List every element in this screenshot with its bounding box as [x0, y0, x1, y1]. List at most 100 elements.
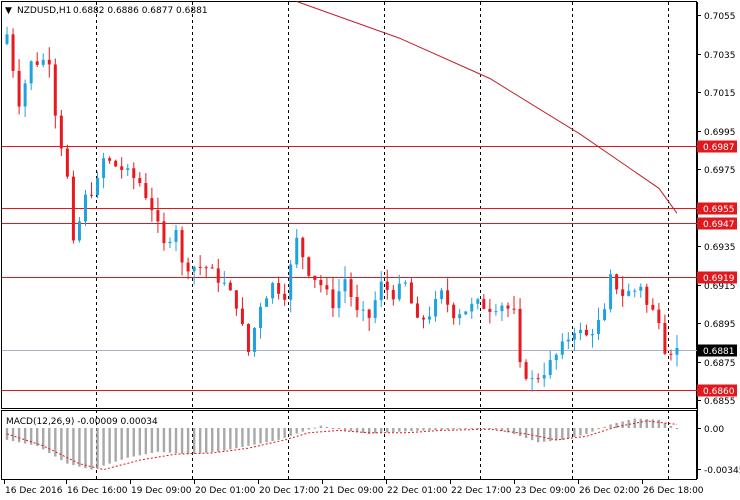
macd-histogram-bar: [313, 427, 317, 429]
macd-histogram-bar: [241, 428, 244, 448]
candle-body: [5, 34, 9, 44]
candle-body: [464, 311, 468, 315]
candle-body: [373, 300, 377, 318]
level-tag-label: 0.6947: [703, 220, 735, 230]
level-tag-label: 0.6955: [703, 205, 735, 215]
candle-body: [120, 166, 124, 171]
candle-body: [415, 303, 419, 318]
time-tick-label: 21 Dec 09:00: [323, 486, 384, 496]
level-tag: [697, 384, 737, 397]
macd-histogram-bar: [573, 428, 576, 437]
candle-body: [421, 317, 425, 320]
macd-histogram-bar: [253, 428, 256, 445]
moving-average-line: [296, 1, 678, 214]
macd-histogram-bar: [289, 428, 292, 436]
macd-histogram-bar: [434, 428, 437, 431]
candle-body: [542, 375, 546, 379]
macd-histogram-bar: [663, 422, 667, 428]
candle-body: [192, 266, 196, 272]
price-tick-label: 0.6855: [704, 397, 736, 407]
candle-body: [41, 59, 45, 65]
macd-histogram-bar: [277, 428, 280, 440]
candle-body: [331, 289, 335, 309]
chart-ohlc: 0.6882 0.6886 0.6877 0.6881: [73, 6, 208, 16]
macd-histogram-bar: [217, 428, 220, 452]
price-tick-label: 0.7055: [704, 12, 736, 22]
current-price-label: 0.6881: [703, 347, 735, 357]
macd-histogram-bar: [211, 428, 214, 453]
candle-body: [53, 64, 57, 116]
macd-histogram-bar: [446, 428, 449, 430]
candle-body: [621, 289, 625, 296]
horizontal-levels: [2, 146, 697, 391]
macd-histogram-bar: [90, 428, 93, 470]
macd-histogram-bar: [108, 428, 111, 464]
macd-histogram-bar: [162, 428, 166, 453]
candle-body: [597, 320, 601, 334]
macd-histogram-bar: [11, 428, 15, 442]
candle-body: [210, 267, 214, 269]
candle-body: [434, 299, 438, 317]
candle-body: [198, 266, 202, 268]
candle-body: [506, 305, 510, 309]
macd-histogram-bar: [669, 426, 673, 428]
moving-average: [296, 1, 678, 214]
time-tick-label: 16 Dec 2016: [5, 486, 63, 496]
candle-body: [669, 353, 673, 355]
macd-histogram-bar: [567, 428, 570, 439]
candle-body: [59, 115, 63, 149]
candle-body: [108, 158, 112, 161]
candle-body: [603, 309, 607, 321]
candle-body: [126, 168, 130, 171]
candle-body: [409, 282, 413, 304]
macd-histogram-bar: [132, 428, 135, 457]
candle-body: [627, 290, 631, 296]
candle-body: [633, 290, 637, 292]
macd-histogram-bar: [168, 428, 172, 453]
candle-body: [271, 283, 275, 299]
macd-histogram-bar: [464, 428, 467, 429]
candle-body: [180, 230, 184, 263]
candle-body: [234, 290, 238, 309]
chart-symbol-arrow-icon[interactable]: ▼: [5, 6, 12, 16]
macd-histogram-bar: [361, 428, 365, 434]
macd-histogram-bar: [78, 428, 81, 467]
macd-histogram-bar: [367, 428, 371, 434]
macd-histogram-bar: [235, 428, 238, 449]
candle-body: [144, 183, 148, 199]
candle-body: [446, 290, 450, 305]
candle-body: [265, 298, 269, 307]
macd-histogram-bar: [500, 428, 504, 431]
macd-histogram-bar: [259, 428, 262, 444]
macd-histogram-bar: [144, 428, 148, 455]
candle-body: [349, 279, 353, 298]
macd-histogram-bar: [283, 428, 286, 438]
candle-body: [584, 329, 588, 336]
candle-body: [65, 148, 69, 177]
macd-histogram-bar: [54, 428, 57, 457]
macd-histogram-bar: [518, 428, 522, 437]
candle-body: [397, 283, 401, 300]
macd-histogram-bar: [265, 428, 268, 443]
macd-histogram-bar: [60, 428, 63, 461]
macd-histogram-bar: [29, 428, 33, 445]
macd-histogram-bar: [84, 428, 87, 469]
macd-histogram-bar: [337, 428, 341, 430]
macd-histogram-bar: [530, 428, 534, 441]
macd-histogram-bar: [591, 428, 594, 432]
macd-histogram-bar: [524, 428, 528, 439]
candle-body: [246, 323, 250, 352]
candle-body: [301, 237, 305, 258]
candle-body: [289, 264, 293, 300]
macd-tick-label: -0.00345: [704, 466, 740, 476]
candle-body: [71, 176, 75, 241]
time-tick-label: 26 Dec 02:00: [579, 486, 640, 496]
time-axis: 16 Dec 2016 16 Dec 16:00 19 Dec 09:00 20 De…: [4, 479, 704, 496]
candle-body: [361, 309, 365, 311]
candle-body: [675, 347, 679, 355]
candle-body: [283, 293, 287, 300]
candle-body: [252, 327, 256, 352]
macd-histogram-bar: [295, 428, 298, 434]
candle-body: [530, 378, 534, 380]
